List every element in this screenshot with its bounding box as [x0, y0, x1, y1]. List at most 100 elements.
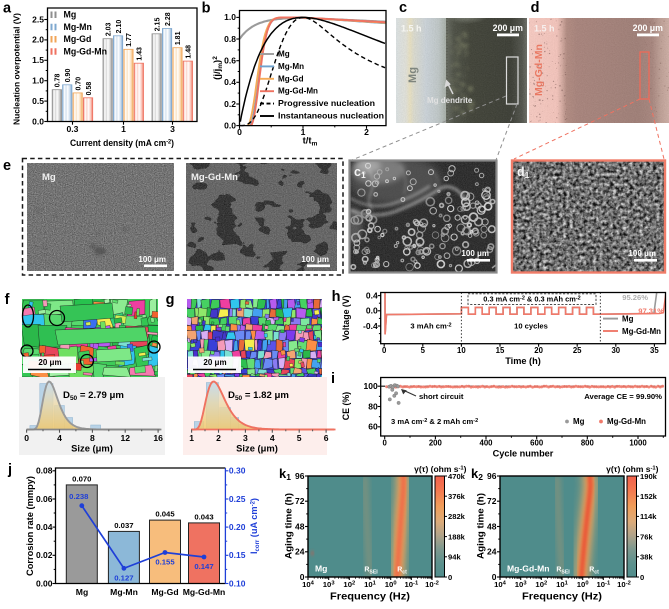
svg-text:Rct: Rct	[589, 567, 599, 576]
svg-text:Mg-Gd-Mn: Mg-Gd-Mn	[507, 564, 549, 574]
svg-text:3: 3	[170, 124, 175, 134]
svg-text:0.20: 0.20	[229, 522, 246, 532]
svg-text:100 μm: 100 μm	[628, 249, 656, 258]
svg-text:0: 0	[382, 346, 387, 355]
svg-text:Size (μm): Size (μm)	[236, 443, 278, 454]
svg-text:60: 60	[368, 422, 378, 432]
svg-text:101: 101	[364, 580, 377, 589]
svg-text:0.3 mA cm-2 & 0.3 mAh cm-2: 0.3 mA cm-2 & 0.3 mAh cm-2	[483, 295, 580, 304]
svg-text:190k: 190k	[640, 472, 658, 481]
svg-text:2.28: 2.28	[165, 12, 172, 26]
svg-text:Cycle number: Cycle number	[493, 449, 554, 459]
svg-text:Mg-Gd-Mn: Mg-Gd-Mn	[278, 87, 318, 96]
svg-text:97.31%: 97.31%	[638, 307, 664, 316]
svg-text:0.147: 0.147	[194, 562, 213, 571]
svg-text:48: 48	[487, 521, 497, 531]
svg-text:470k: 470k	[448, 472, 466, 481]
svg-text:Mg-Gd-Mn: Mg-Gd-Mn	[533, 44, 545, 96]
svg-text:0.4: 0.4	[224, 77, 236, 87]
svg-text:3 mAh cm-2: 3 mAh cm-2	[410, 322, 451, 331]
svg-text:72: 72	[487, 496, 497, 506]
svg-text:0.25: 0.25	[229, 494, 246, 504]
svg-text:0.037: 0.037	[114, 521, 133, 530]
svg-text:Mg-Gd-Mn: Mg-Gd-Mn	[191, 172, 238, 183]
svg-text:1000: 1000	[629, 439, 647, 448]
svg-text:104: 104	[302, 580, 315, 589]
svg-text:0.30: 0.30	[229, 466, 246, 476]
svg-text:0.2: 0.2	[224, 99, 236, 109]
svg-text:Mg-Mn: Mg-Mn	[110, 587, 138, 597]
svg-text:Voltage (V): Voltage (V)	[341, 295, 351, 340]
svg-text:0.06: 0.06	[36, 494, 53, 504]
svg-text:24: 24	[487, 547, 497, 557]
svg-text:c1: c1	[354, 165, 366, 180]
svg-text:103: 103	[515, 580, 528, 589]
svg-text:2.5: 2.5	[32, 14, 44, 24]
svg-text:0.0: 0.0	[224, 120, 236, 130]
svg-text:600: 600	[530, 439, 544, 448]
svg-text:0: 0	[300, 572, 305, 582]
svg-text:0: 0	[24, 433, 29, 443]
svg-text:Mg-Gd: Mg-Gd	[278, 74, 304, 83]
svg-text:0: 0	[237, 127, 242, 137]
svg-text:Corrosion rate (mmpy): Corrosion rate (mmpy)	[25, 476, 35, 576]
svg-text:γ(τ) (ohm s-1): γ(τ) (ohm s-1)	[414, 464, 467, 474]
svg-text:Mg: Mg	[407, 67, 419, 83]
svg-text:10-1: 10-1	[596, 580, 610, 589]
svg-text:10-1: 10-1	[404, 580, 418, 589]
svg-text:1.0: 1.0	[32, 76, 44, 86]
svg-text:376k: 376k	[448, 492, 466, 501]
svg-text:0.5: 0.5	[32, 96, 44, 106]
svg-text:100: 100	[385, 580, 397, 589]
svg-text:0: 0	[383, 439, 388, 448]
svg-text:102: 102	[343, 580, 355, 589]
svg-text:3: 3	[243, 433, 248, 443]
svg-text:400: 400	[480, 439, 494, 448]
svg-text:100 μm: 100 μm	[461, 249, 489, 258]
svg-text:10: 10	[457, 346, 466, 355]
svg-text:Mg-Mn: Mg-Mn	[64, 22, 92, 32]
svg-text:0.070: 0.070	[72, 474, 91, 483]
svg-text:b: b	[202, 1, 211, 17]
svg-text:2.03: 2.03	[105, 22, 112, 36]
svg-text:-0.4: -0.4	[363, 321, 378, 331]
svg-text:Aging time (h): Aging time (h)	[284, 493, 294, 559]
svg-text:2.15: 2.15	[154, 18, 161, 32]
svg-text:a: a	[3, 1, 12, 17]
svg-text:0.3: 0.3	[67, 124, 79, 134]
svg-text:2.10: 2.10	[116, 20, 123, 34]
svg-text:4: 4	[270, 433, 275, 443]
svg-text:γ(τ) (ohm s-1): γ(τ) (ohm s-1)	[606, 464, 659, 474]
svg-text:Frequency (Hz): Frequency (Hz)	[330, 592, 410, 603]
svg-text:101: 101	[556, 580, 569, 589]
svg-text:800: 800	[581, 439, 595, 448]
svg-text:Mg-Mn: Mg-Mn	[278, 62, 304, 71]
svg-text:Mg-Gd-Mn: Mg-Gd-Mn	[622, 327, 661, 336]
svg-text:76k: 76k	[640, 532, 653, 541]
svg-text:1.81: 1.81	[175, 31, 182, 45]
svg-text:0.58: 0.58	[86, 82, 93, 96]
svg-text:Mg-Gd: Mg-Gd	[151, 587, 178, 597]
svg-text:Mg: Mg	[622, 315, 634, 324]
svg-text:2.0: 2.0	[32, 35, 44, 45]
svg-text:100: 100	[364, 381, 378, 391]
svg-text:Aging time (h): Aging time (h)	[476, 493, 486, 559]
svg-text:Mg-Gd: Mg-Gd	[64, 34, 92, 44]
svg-text:RSEI: RSEI	[556, 567, 570, 576]
svg-text:80: 80	[368, 401, 378, 411]
svg-text:100 μm: 100 μm	[301, 255, 329, 264]
svg-text:1: 1	[189, 433, 194, 443]
svg-text:0.043: 0.043	[194, 512, 213, 521]
svg-text:D50 = 2.79 μm: D50 = 2.79 μm	[63, 390, 124, 402]
svg-text:1.5 h: 1.5 h	[401, 24, 422, 34]
svg-text:5: 5	[297, 433, 302, 443]
svg-text:0: 0	[448, 573, 452, 582]
svg-text:Nucleation overpotential (V): Nucleation overpotential (V)	[12, 13, 22, 125]
svg-text:f: f	[5, 292, 10, 308]
svg-text:30: 30	[611, 346, 620, 355]
svg-text:Rct: Rct	[397, 567, 407, 576]
svg-text:96: 96	[295, 471, 305, 481]
svg-text:Mg: Mg	[76, 587, 88, 597]
svg-text:282k: 282k	[448, 512, 466, 521]
svg-text:CE (%): CE (%)	[341, 392, 351, 420]
